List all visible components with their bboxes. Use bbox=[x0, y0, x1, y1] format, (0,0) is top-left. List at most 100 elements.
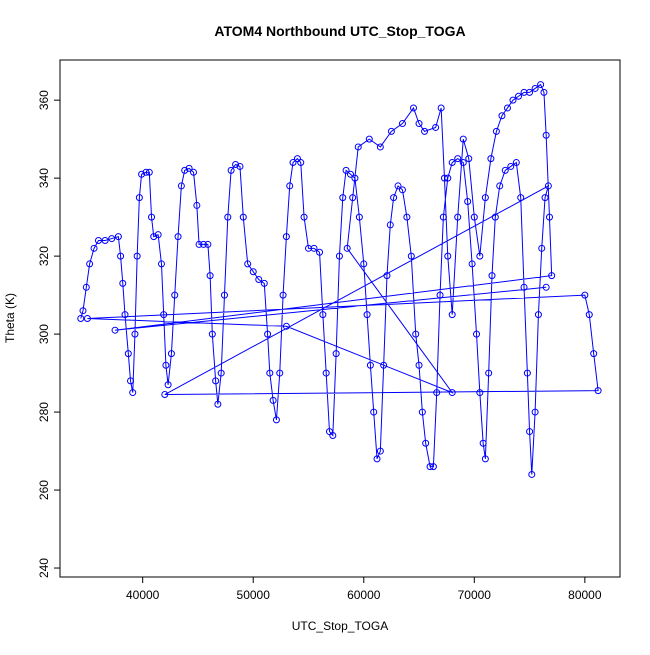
point bbox=[276, 369, 284, 377]
point bbox=[185, 164, 193, 172]
point bbox=[199, 240, 207, 248]
point bbox=[464, 198, 472, 206]
point bbox=[316, 248, 324, 256]
point bbox=[83, 315, 91, 322]
point bbox=[481, 194, 489, 202]
point bbox=[286, 182, 294, 190]
point bbox=[415, 120, 423, 128]
point bbox=[114, 233, 122, 241]
point bbox=[421, 127, 429, 135]
point bbox=[476, 389, 484, 397]
point bbox=[468, 260, 476, 268]
point bbox=[193, 201, 201, 209]
point bbox=[297, 159, 305, 167]
point bbox=[448, 159, 456, 167]
point bbox=[515, 92, 523, 100]
x-tick-label: 80000 bbox=[568, 588, 602, 602]
point bbox=[542, 131, 550, 139]
point bbox=[129, 389, 137, 397]
point bbox=[526, 428, 534, 436]
point bbox=[145, 168, 153, 176]
point bbox=[383, 272, 391, 280]
point bbox=[161, 391, 169, 399]
point bbox=[433, 389, 441, 397]
point bbox=[124, 350, 132, 358]
point bbox=[481, 455, 489, 463]
point bbox=[496, 182, 504, 190]
point bbox=[244, 260, 252, 268]
y-tick-label: 360 bbox=[37, 90, 51, 110]
point bbox=[236, 162, 244, 170]
point bbox=[436, 291, 444, 299]
x-tick-label: 70000 bbox=[458, 588, 492, 602]
point bbox=[135, 194, 143, 202]
point bbox=[342, 166, 350, 174]
point bbox=[439, 213, 447, 221]
point bbox=[418, 408, 426, 416]
point bbox=[473, 330, 481, 338]
y-tick-label: 240 bbox=[37, 558, 51, 578]
point bbox=[300, 213, 308, 221]
point bbox=[492, 127, 500, 135]
point bbox=[398, 120, 406, 128]
point bbox=[249, 268, 257, 276]
point bbox=[432, 123, 440, 131]
point bbox=[79, 307, 87, 315]
point bbox=[407, 252, 415, 260]
point bbox=[394, 182, 402, 190]
point bbox=[376, 143, 384, 151]
point bbox=[255, 276, 263, 284]
point bbox=[142, 168, 150, 176]
point bbox=[162, 361, 170, 369]
point bbox=[501, 166, 509, 174]
point bbox=[227, 166, 235, 174]
point bbox=[437, 104, 445, 112]
point bbox=[509, 96, 517, 104]
point bbox=[545, 213, 553, 221]
y-tick-label: 260 bbox=[37, 480, 51, 500]
point bbox=[398, 186, 406, 194]
point bbox=[454, 213, 462, 221]
y-tick-label: 280 bbox=[37, 402, 51, 422]
point bbox=[459, 159, 467, 167]
point bbox=[150, 233, 158, 241]
point bbox=[264, 330, 272, 338]
point bbox=[214, 400, 222, 408]
point bbox=[212, 377, 220, 385]
point bbox=[429, 463, 437, 471]
point bbox=[119, 279, 127, 287]
point bbox=[319, 311, 327, 319]
point bbox=[366, 361, 374, 369]
point bbox=[540, 88, 548, 96]
point bbox=[541, 194, 549, 202]
point bbox=[232, 160, 240, 168]
point bbox=[487, 155, 495, 163]
point bbox=[160, 311, 168, 319]
point bbox=[354, 143, 362, 151]
point bbox=[376, 447, 384, 455]
point bbox=[459, 135, 467, 143]
point bbox=[512, 159, 520, 167]
point bbox=[531, 408, 539, 416]
point bbox=[310, 244, 318, 252]
point bbox=[594, 387, 602, 395]
point bbox=[507, 162, 515, 170]
point bbox=[269, 396, 277, 404]
point bbox=[282, 322, 290, 330]
point bbox=[531, 84, 539, 92]
point bbox=[157, 260, 165, 268]
point bbox=[470, 213, 478, 221]
point bbox=[465, 155, 473, 163]
point bbox=[133, 252, 141, 260]
point bbox=[138, 170, 146, 178]
point bbox=[370, 408, 378, 416]
point bbox=[537, 81, 545, 89]
chart-title: ATOM4 Northbound UTC_Stop_TOGA bbox=[214, 23, 465, 39]
point bbox=[148, 213, 156, 221]
point bbox=[410, 104, 418, 112]
point bbox=[503, 104, 511, 112]
point bbox=[485, 369, 493, 377]
y-tick-label: 300 bbox=[37, 324, 51, 344]
point bbox=[206, 272, 214, 280]
point bbox=[444, 252, 452, 260]
